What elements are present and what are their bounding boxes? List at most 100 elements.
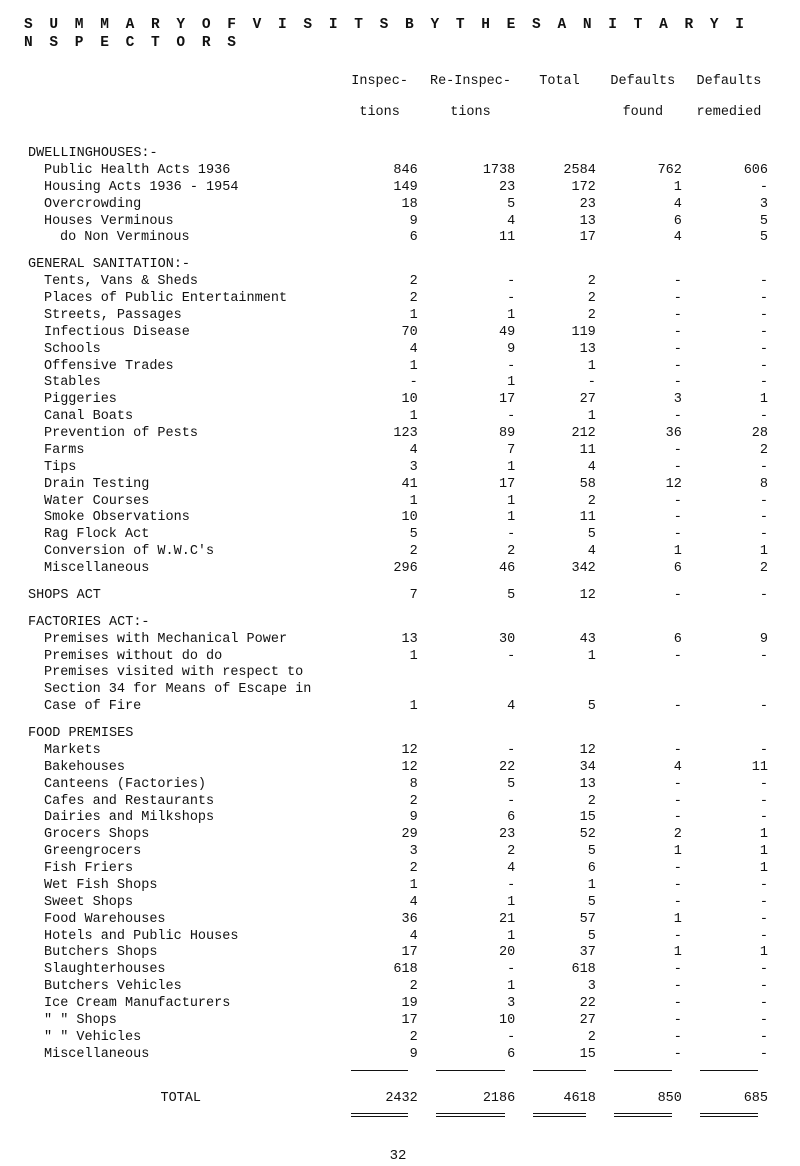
cell-value: 5 [519,527,600,544]
cell-value: - [600,494,686,511]
table-row: " " Vehicles2-2-- [24,1030,772,1047]
cell-value [337,682,421,699]
cell-value: 846 [337,163,421,180]
cell-value: - [600,794,686,811]
cell-value [519,682,600,699]
table-row: Greengrocers32511 [24,844,772,861]
cell-value: - [686,460,772,477]
row-label: Streets, Passages [24,308,337,325]
cell-value: 1 [600,912,686,929]
total-value: 4618 [519,1075,600,1108]
cell-value: 19 [337,996,421,1013]
cell-value: - [600,342,686,359]
cell-value: - [600,861,686,878]
cell-value: - [600,359,686,376]
cell-value: - [686,375,772,392]
cell-value: 46 [422,561,520,578]
row-label: Water Courses [24,494,337,511]
cell-value: - [600,409,686,426]
cell-value: 15 [519,810,600,827]
table-row: Rag Flock Act5-5-- [24,527,772,544]
cell-value: 606 [686,163,772,180]
cell-value: 1 [686,827,772,844]
cell-value: 17 [422,477,520,494]
table-row: Piggeries10172731 [24,392,772,409]
cell-value: - [686,510,772,527]
cell-value: 123 [337,426,421,443]
cell-value: 618 [337,962,421,979]
cell-value: 9 [686,632,772,649]
cell-value: 5 [686,214,772,231]
row-label: Bakehouses [24,760,337,777]
cell-value: - [686,878,772,895]
cell-value: - [686,979,772,996]
cell-value: 17 [337,1013,421,1030]
cell-value: 27 [519,392,600,409]
cell-value: 1 [337,494,421,511]
cell-value: - [600,962,686,979]
cell-value: 2 [422,544,520,561]
cell-value: 5 [422,777,520,794]
cell-value: - [519,375,600,392]
cell-value: - [686,996,772,1013]
cell-value: 2 [337,1030,421,1047]
cell-value [600,665,686,682]
row-label: Butchers Vehicles [24,979,337,996]
data-table: Inspec- Re-Inspec- Total Defaults Defaul… [24,74,772,1118]
cell-value: 6 [600,561,686,578]
cell-value: 6 [600,632,686,649]
cell-value: - [686,1030,772,1047]
cell-value: - [422,274,520,291]
cell-value: 22 [422,760,520,777]
cell-value: 13 [519,342,600,359]
cell-value: 1 [422,494,520,511]
cell-value: 10 [422,1013,520,1030]
table-row: Case of Fire145-- [24,699,772,716]
table-row: Places of Public Entertainment2-2-- [24,291,772,308]
cell-value: 342 [519,561,600,578]
row-label: Miscellaneous [24,1047,337,1064]
cell-value: 11 [519,443,600,460]
table-row: Prevention of Pests123892123628 [24,426,772,443]
cell-value: - [600,1013,686,1030]
cell-value: 10 [337,510,421,527]
row-label: Public Health Acts 1936 [24,163,337,180]
cell-value: - [600,460,686,477]
cell-value: 1 [519,649,600,666]
table-row: Ice Cream Manufacturers19322-- [24,996,772,1013]
row-label: Markets [24,743,337,760]
table-row: Public Health Acts 193684617382584762606 [24,163,772,180]
table-row: Premises with Mechanical Power13304369 [24,632,772,649]
cell-value: - [422,962,520,979]
cell-value: - [600,375,686,392]
cell-value: 2 [337,291,421,308]
cell-value: - [600,979,686,996]
table-row: Butchers Shops17203711 [24,945,772,962]
cell-value: - [600,699,686,716]
double-rule-line [700,1113,758,1118]
cell-value: 23 [519,197,600,214]
table-row: Section 34 for Means of Escape in [24,682,772,699]
table-row: Farms4711-2 [24,443,772,460]
table-row: Streets, Passages112-- [24,308,772,325]
cell-value: - [600,578,686,605]
cell-value: 2 [422,844,520,861]
table-row: Premises without do do1-1-- [24,649,772,666]
total-row: TOTAL243221864618850685 [24,1075,772,1108]
cell-value: - [600,810,686,827]
cell-value: 12 [337,760,421,777]
cell-value: 5 [519,844,600,861]
cell-value: 1 [422,308,520,325]
cell-value: 2 [337,274,421,291]
rule-row [24,1064,772,1075]
cell-value: - [600,649,686,666]
cell-value: 5 [422,197,520,214]
section-header: GENERAL SANITATION:- [24,247,772,274]
double-rule-line [436,1113,506,1118]
cell-value: - [600,1047,686,1064]
table-row: Canal Boats1-1-- [24,409,772,426]
cell-value: 12 [337,743,421,760]
cell-value: - [422,743,520,760]
cell-value: 172 [519,180,600,197]
cell-value [422,682,520,699]
